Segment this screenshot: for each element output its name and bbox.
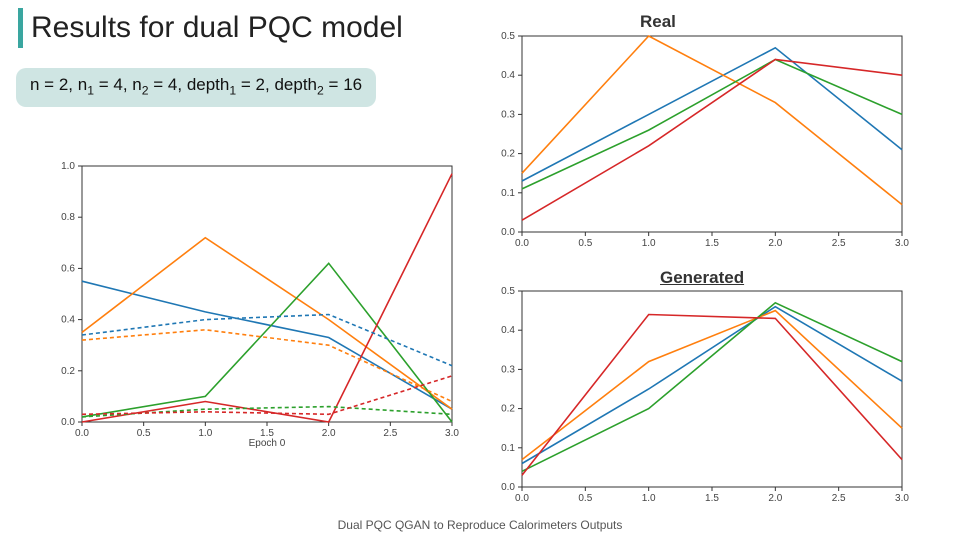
svg-text:0.4: 0.4	[501, 325, 515, 336]
svg-text:2.0: 2.0	[768, 238, 782, 249]
svg-text:0.2: 0.2	[501, 149, 515, 160]
svg-text:3.0: 3.0	[445, 428, 459, 439]
label-real: Real	[640, 12, 676, 32]
svg-text:0.5: 0.5	[137, 428, 151, 439]
svg-text:1.5: 1.5	[705, 493, 719, 504]
svg-text:0.3: 0.3	[501, 364, 515, 375]
svg-text:2.0: 2.0	[322, 428, 336, 439]
svg-text:0.0: 0.0	[75, 428, 89, 439]
svg-text:Epoch 0: Epoch 0	[249, 438, 286, 449]
svg-text:0.2: 0.2	[61, 366, 75, 377]
svg-text:0.6: 0.6	[61, 263, 75, 274]
svg-text:0.5: 0.5	[578, 493, 592, 504]
svg-text:0.3: 0.3	[501, 109, 515, 120]
svg-text:0.2: 0.2	[501, 404, 515, 415]
title-accent	[18, 8, 23, 48]
svg-text:1.0: 1.0	[61, 161, 75, 172]
svg-text:3.0: 3.0	[895, 493, 909, 504]
page-title: Results for dual PQC model	[31, 11, 403, 45]
svg-text:0.5: 0.5	[501, 286, 515, 297]
svg-text:0.0: 0.0	[501, 227, 515, 238]
svg-text:3.0: 3.0	[895, 238, 909, 249]
svg-text:0.0: 0.0	[61, 417, 75, 428]
svg-text:0.1: 0.1	[501, 188, 515, 199]
svg-text:0.0: 0.0	[515, 493, 529, 504]
svg-text:1.0: 1.0	[198, 428, 212, 439]
svg-text:2.0: 2.0	[768, 493, 782, 504]
chart-generated: 0.0 0.5 1.0 1.5 2.0 2.5 3.0 0.0 0.1 0.2 0.3 0.4 0.5	[480, 285, 910, 515]
parameters-pill: n = 2, n1 = 4, n2 = 4, depth1 = 2, depth…	[16, 68, 376, 107]
svg-text:2.5: 2.5	[383, 428, 397, 439]
svg-text:1.0: 1.0	[642, 493, 656, 504]
svg-text:0.0: 0.0	[515, 238, 529, 249]
page-title-bar: Results for dual PQC model	[18, 8, 403, 48]
svg-text:0.8: 0.8	[61, 212, 75, 223]
svg-text:0.5: 0.5	[501, 31, 515, 42]
chart-real: 0.0 0.5 1.0 1.5 2.0 2.5 3.0 0.0 0.1 0.2 0.3 0.4 0.5	[480, 30, 910, 260]
footer-text: Dual PQC QGAN to Reproduce Calorimeters …	[0, 518, 960, 532]
svg-text:0.4: 0.4	[501, 70, 515, 81]
svg-text:0.4: 0.4	[61, 315, 75, 326]
svg-text:1.5: 1.5	[705, 238, 719, 249]
svg-text:0.0: 0.0	[501, 482, 515, 493]
svg-text:0.5: 0.5	[578, 238, 592, 249]
chart-epoch: 0.00.51.01.52.02.53.00.00.20.40.60.81.0E…	[40, 160, 460, 450]
svg-text:1.0: 1.0	[642, 238, 656, 249]
svg-text:2.5: 2.5	[832, 493, 846, 504]
svg-text:2.5: 2.5	[832, 238, 846, 249]
svg-text:0.1: 0.1	[501, 443, 515, 454]
